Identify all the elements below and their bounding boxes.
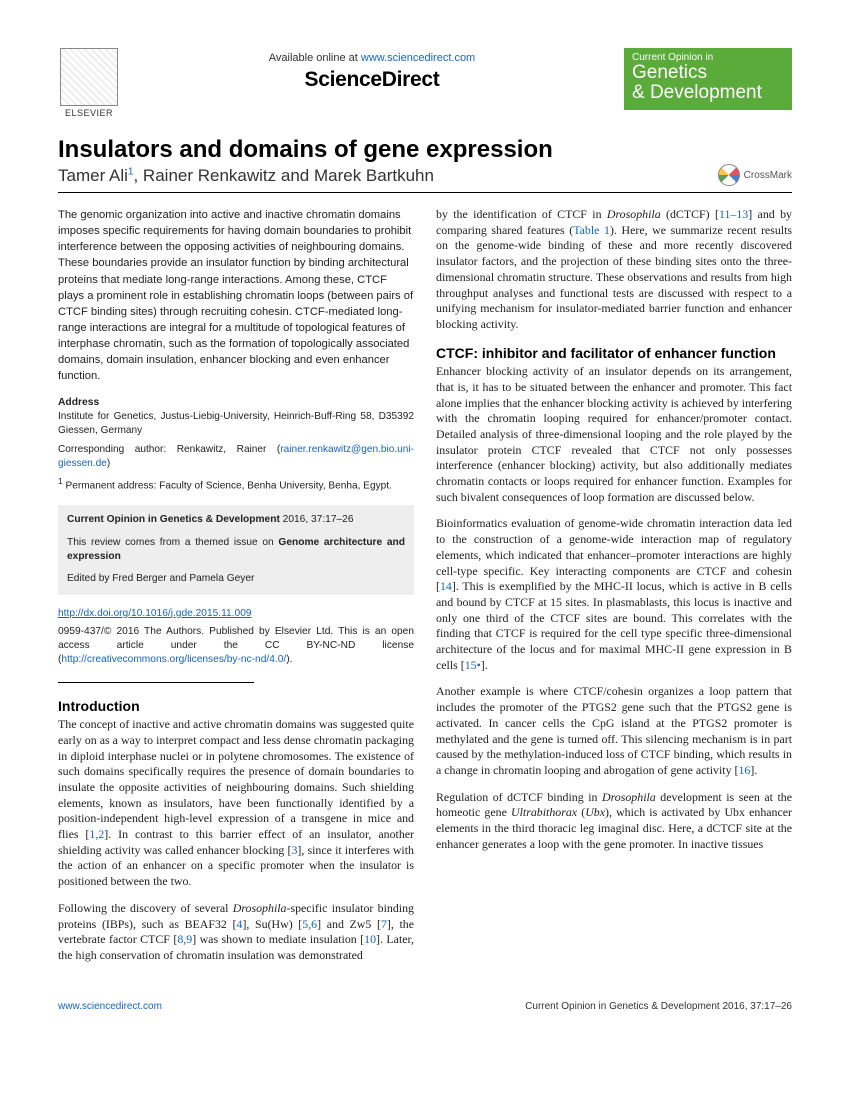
ref-8-9[interactable]: 8,9 xyxy=(177,932,192,946)
ref-15[interactable]: 15• xyxy=(465,658,481,672)
footer-left-link[interactable]: www.sciencedirect.com xyxy=(58,1001,162,1012)
edited-by: Edited by Fred Berger and Pamela Geyer xyxy=(67,572,405,586)
intro-p1: The concept of inactive and active chrom… xyxy=(58,717,414,890)
footer-right: Current Opinion in Genetics & Developmen… xyxy=(525,1001,792,1012)
ref-11-13[interactable]: 11–13 xyxy=(719,207,748,221)
address-heading: Address xyxy=(58,396,414,410)
introduction-heading: Introduction xyxy=(58,697,414,715)
sciencedirect-brand: ScienceDirect xyxy=(120,68,624,92)
article-title: Insulators and domains of gene expressio… xyxy=(58,136,792,164)
license-text: 0959-437/© 2016 The Authors. Published b… xyxy=(58,625,414,668)
sciencedirect-url-link[interactable]: www.sciencedirect.com xyxy=(361,52,475,64)
intro-p2: Following the discovery of several Droso… xyxy=(58,901,414,964)
page-footer: www.sciencedirect.com Current Opinion in… xyxy=(58,1001,792,1012)
doi-link[interactable]: http://dx.doi.org/10.1016/j.gde.2015.11.… xyxy=(58,608,252,619)
corresponding-author: Corresponding author: Renkawitz, Rainer … xyxy=(58,443,414,470)
crossmark-badge[interactable]: CrossMark xyxy=(718,164,792,186)
citation-rest: 2016, 37:17–26 xyxy=(280,514,354,525)
journal-badge: Current Opinion in Genetics & Developmen… xyxy=(624,48,792,110)
cc-license-link[interactable]: http://creativecommons.org/licenses/by-n… xyxy=(61,654,286,665)
crossmark-icon xyxy=(718,164,740,186)
elsevier-logo: ELSEVIER xyxy=(58,48,120,118)
journal-line2a: Genetics xyxy=(632,62,707,83)
elsevier-label: ELSEVIER xyxy=(65,108,113,118)
ref-10[interactable]: 10 xyxy=(364,932,376,946)
cont-p0: by the identification of CTCF in Drosoph… xyxy=(436,207,792,333)
ctcf-p1: Enhancer blocking activity of an insulat… xyxy=(436,364,792,505)
available-prefix: Available online at xyxy=(269,52,361,64)
ref-1-2[interactable]: 1,2 xyxy=(89,827,104,841)
header-bar: ELSEVIER Available online at www.science… xyxy=(58,48,792,118)
address-text: Institute for Genetics, Justus-Liebig-Un… xyxy=(58,410,414,437)
elsevier-tree-icon xyxy=(60,48,118,106)
ref-table1[interactable]: Table 1 xyxy=(573,223,610,237)
journal-line2b: Development xyxy=(650,82,762,103)
author-1: Tamer Ali xyxy=(58,166,128,185)
title-rule xyxy=(58,192,792,193)
ref-16[interactable]: 16 xyxy=(738,763,750,777)
ref-14[interactable]: 14 xyxy=(440,579,452,593)
permanent-address: 1 Permanent address: Faculty of Science,… xyxy=(58,476,414,493)
authors-rest: , Rainer Renkawitz and Marek Bartkuhn xyxy=(133,166,433,185)
abstract: The genomic organization into active and… xyxy=(58,207,414,384)
ctcf-p4: Regulation of dCTCF binding in Drosophil… xyxy=(436,790,792,853)
citation-box: Current Opinion in Genetics & Developmen… xyxy=(58,505,414,594)
ctcf-heading: CTCF: inhibitor and facilitator of enhan… xyxy=(436,344,792,362)
available-online: Available online at www.sciencedirect.co… xyxy=(120,52,624,64)
authors: Tamer Ali1, Rainer Renkawitz and Marek B… xyxy=(58,166,434,186)
ctcf-p3: Another example is where CTCF/cohesin or… xyxy=(436,684,792,778)
citation-journal: Current Opinion in Genetics & Developmen… xyxy=(67,514,280,525)
ref-5-6[interactable]: 5,6 xyxy=(302,917,317,931)
crossmark-label: CrossMark xyxy=(744,170,792,181)
ctcf-p2: Bioinformatics evaluation of genome-wide… xyxy=(436,516,792,673)
section-rule xyxy=(58,682,254,683)
